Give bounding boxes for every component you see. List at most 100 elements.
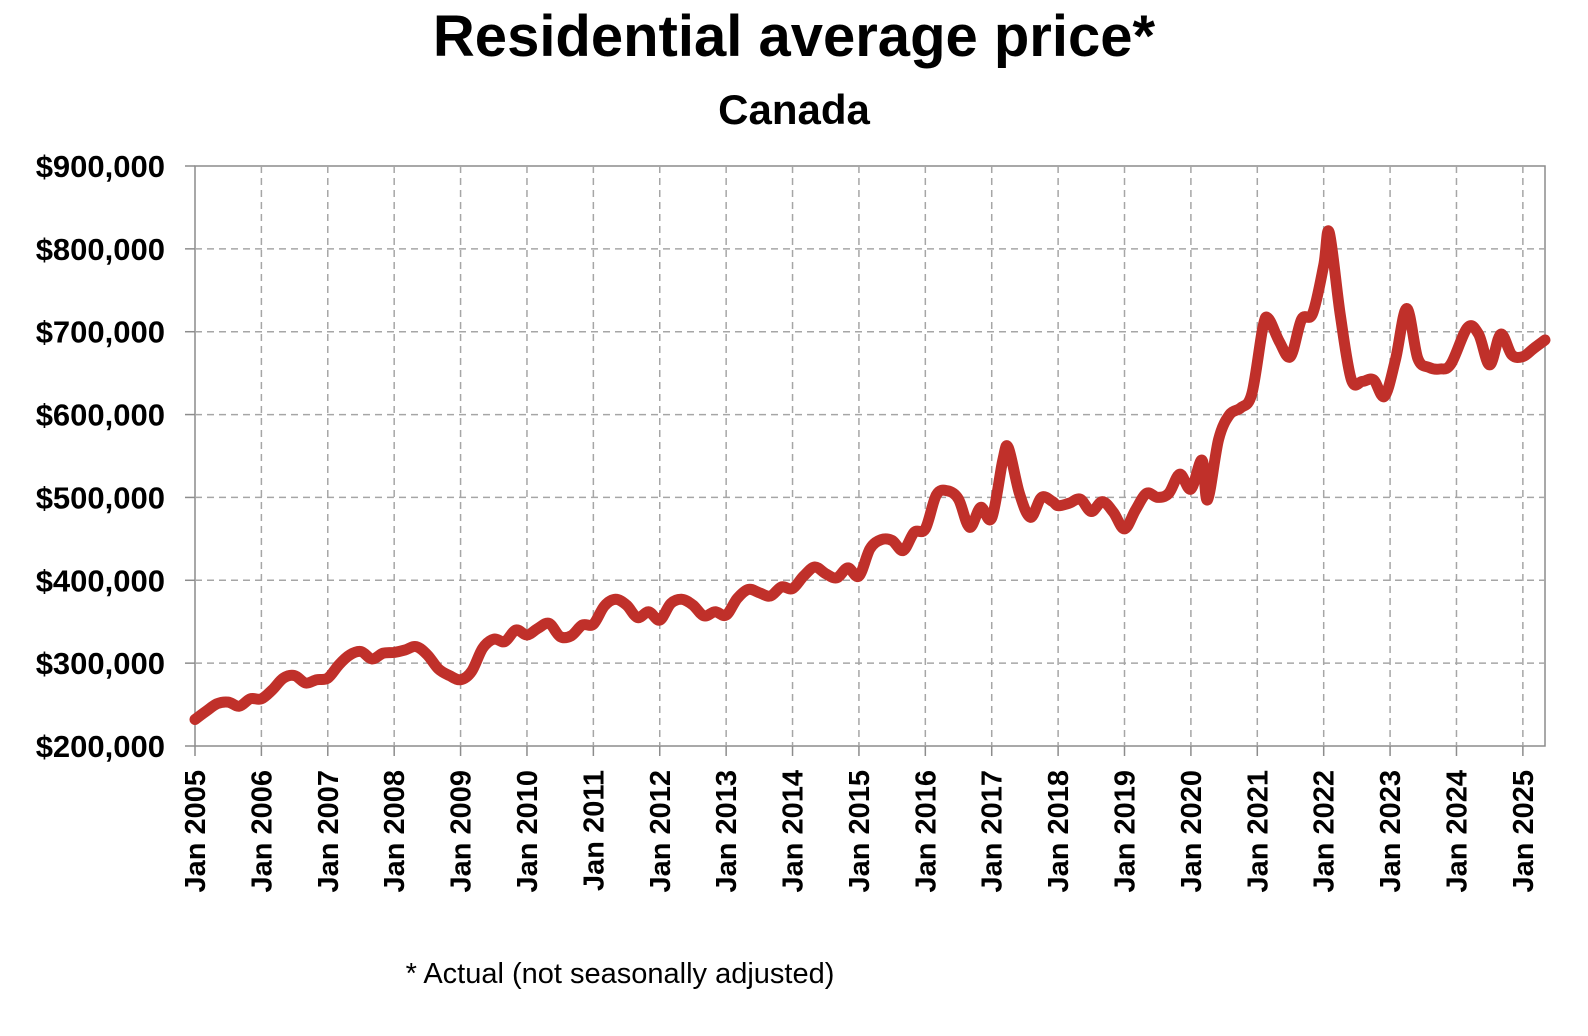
data-point [825, 573, 827, 575]
data-point [648, 611, 650, 613]
data-point [603, 605, 606, 607]
x-tick-label: Jan 2022 [1309, 770, 1341, 893]
data-point [205, 710, 207, 712]
data-point [559, 636, 561, 638]
data-point [703, 615, 705, 617]
x-axis: Jan 2005 Jan 2006 Jan 2007 Jan 2008 Jan 2009… [180, 746, 1540, 893]
x-tick-label: Jan 2016 [910, 770, 942, 893]
data-point [1029, 516, 1032, 518]
data-point [1057, 505, 1059, 507]
x-tick-label: Jan 2011 [578, 770, 610, 891]
data-point [1267, 317, 1269, 320]
plot-area [194, 165, 1546, 747]
data-point [1511, 354, 1513, 356]
data-point [1090, 510, 1092, 513]
data-point [592, 623, 595, 625]
data-point [271, 689, 274, 691]
data-point [935, 494, 938, 496]
data-point [681, 598, 683, 600]
x-tick-label: Jan 2007 [313, 770, 345, 893]
data-point [349, 654, 351, 656]
data-point [581, 624, 583, 626]
data-point [482, 647, 484, 649]
x-tick-label: Jan 2020 [1176, 770, 1208, 893]
data-point [338, 664, 340, 666]
data-point [1289, 356, 1292, 358]
data-point [493, 638, 495, 640]
y-tick-label: $300,000 [36, 646, 165, 681]
data-point [371, 658, 373, 660]
data-point [1417, 357, 1419, 359]
data-point [437, 668, 439, 670]
y-tick-label: $600,000 [36, 398, 165, 433]
x-tick-label: Jan 2005 [180, 770, 212, 893]
data-point [1101, 501, 1103, 503]
data-point [504, 641, 506, 643]
data-point [393, 651, 395, 654]
data-point [305, 682, 307, 684]
data-point [869, 548, 871, 550]
data-point [1262, 327, 1264, 329]
data-point [1240, 407, 1242, 409]
x-tick-label: Jan 2006 [246, 770, 278, 893]
data-point [957, 498, 960, 500]
data-point [1157, 496, 1159, 498]
data-point [791, 588, 794, 590]
data-point [1190, 488, 1192, 490]
x-tick-label: Jan 2018 [1043, 770, 1075, 893]
chart-footnote: * Actual (not seasonally adjusted) [405, 958, 835, 990]
y-tick-label: $800,000 [36, 232, 165, 267]
data-point [670, 602, 672, 605]
data-point [880, 539, 882, 541]
data-point [1489, 364, 1491, 366]
data-point [659, 619, 661, 621]
data-point [1040, 496, 1043, 498]
data-point [946, 490, 949, 492]
data-point [1339, 314, 1341, 316]
data-point [1218, 438, 1220, 440]
y-tick-label: $500,000 [36, 480, 165, 515]
data-point [714, 611, 716, 613]
data-point [758, 592, 760, 594]
x-tick-label: Jan 2024 [1441, 770, 1473, 893]
data-point [991, 517, 993, 519]
data-point [1372, 379, 1375, 381]
data-point [1533, 347, 1535, 349]
data-point [969, 526, 971, 528]
data-point [858, 575, 860, 577]
data-point [1350, 379, 1352, 381]
data-point [526, 634, 528, 636]
data-point [1123, 528, 1126, 530]
data-point [227, 701, 229, 703]
data-point [1323, 264, 1325, 266]
data-point [1052, 501, 1054, 503]
data-point [537, 627, 539, 629]
data-point [847, 567, 849, 569]
x-tick-label: Jan 2023 [1375, 770, 1407, 893]
data-point [747, 588, 749, 591]
data-point [1179, 473, 1181, 475]
data-point [1206, 499, 1209, 501]
data-point [1146, 492, 1148, 494]
data-point [902, 549, 904, 552]
data-point [1002, 459, 1004, 461]
chart-subtitle: Canada [718, 86, 870, 133]
data-point [637, 617, 639, 619]
data-point [803, 575, 805, 577]
grid [195, 166, 1545, 746]
data-point [515, 629, 517, 631]
data-point [1301, 318, 1303, 320]
x-tick-label: Jan 2019 [1110, 770, 1142, 893]
data-point [1383, 395, 1386, 397]
data-point [238, 705, 240, 707]
data-point [626, 604, 628, 606]
series-line [189, 225, 1551, 725]
data-point [1229, 414, 1231, 416]
data-point [614, 598, 617, 600]
data-point [415, 646, 417, 648]
data-point [1251, 393, 1253, 395]
data-point [1395, 358, 1397, 360]
data-point [1168, 492, 1170, 494]
x-tick-label: Jan 2015 [844, 770, 876, 893]
